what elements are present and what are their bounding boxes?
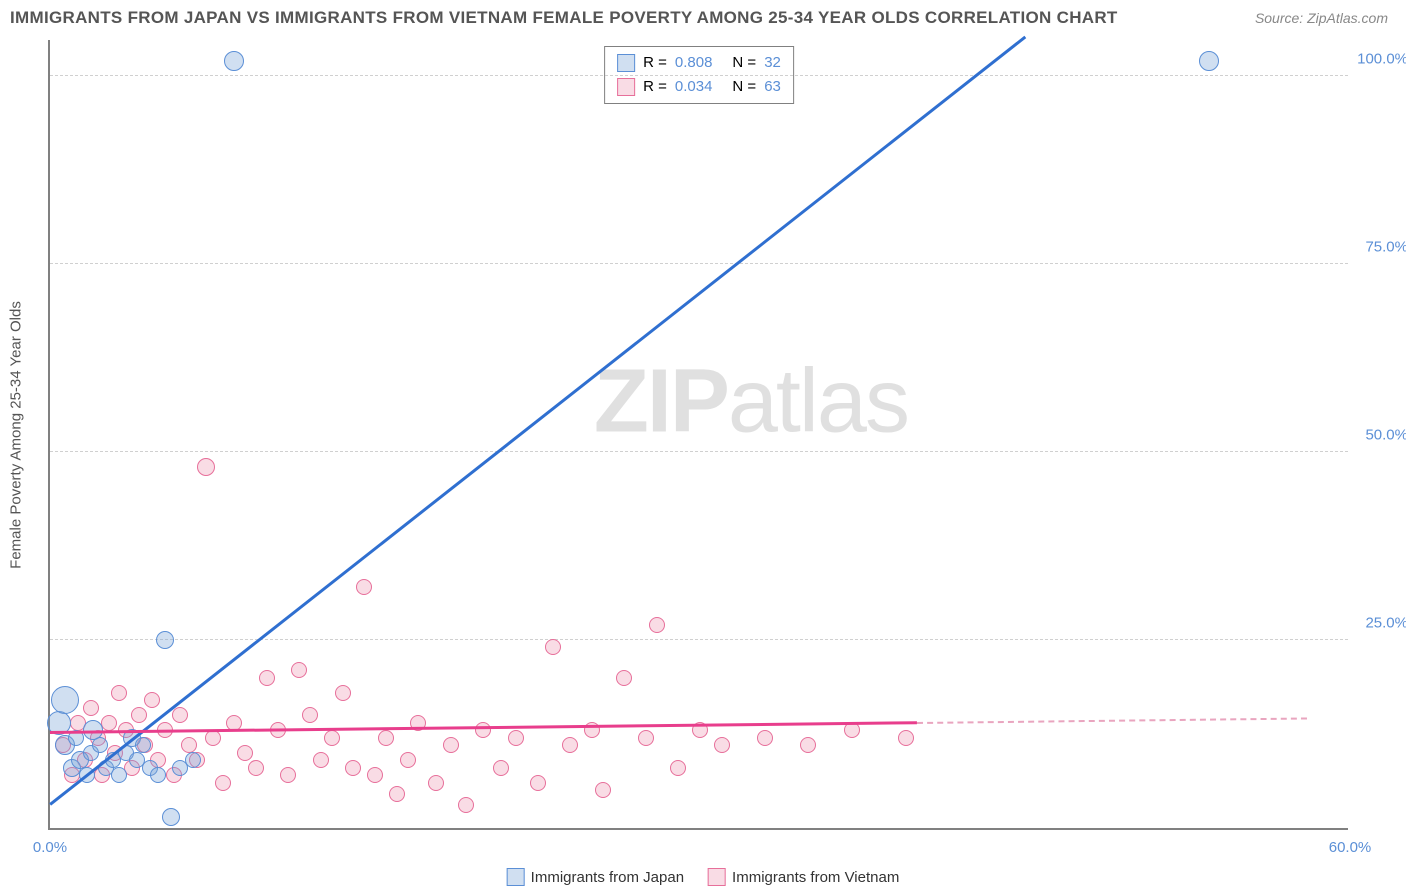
- n-label: N =: [732, 75, 756, 99]
- point-japan: [150, 767, 166, 783]
- y-tick-label: 25.0%: [1365, 614, 1406, 631]
- trend-line-japan: [49, 36, 1026, 805]
- y-tick-label: 50.0%: [1365, 426, 1406, 443]
- point-vietnam: [172, 707, 188, 723]
- point-vietnam: [475, 722, 491, 738]
- legend-item-vietnam: Immigrants from Vietnam: [708, 868, 899, 886]
- swatch-vietnam: [617, 78, 635, 96]
- point-vietnam: [389, 786, 405, 802]
- swatch-vietnam: [708, 868, 726, 886]
- point-vietnam: [197, 458, 215, 476]
- legend-row-vietnam: R = 0.034 N = 63: [617, 75, 781, 99]
- trend-line-vietnam-dash: [917, 718, 1307, 725]
- watermark-light: atlas: [728, 352, 908, 452]
- point-vietnam: [562, 737, 578, 753]
- y-tick-label: 75.0%: [1365, 238, 1406, 255]
- legend-row-japan: R = 0.808 N = 32: [617, 51, 781, 75]
- plot-area: ZIPatlas R = 0.808 N = 32 R = 0.034 N = …: [48, 40, 1348, 830]
- point-japan: [51, 686, 79, 714]
- point-vietnam: [638, 730, 654, 746]
- point-vietnam: [508, 730, 524, 746]
- point-vietnam: [356, 579, 372, 595]
- chart-title: IMMIGRANTS FROM JAPAN VS IMMIGRANTS FROM…: [10, 8, 1118, 28]
- source-label: Source: ZipAtlas.com: [1255, 10, 1388, 26]
- x-tick-label: 60.0%: [1329, 839, 1372, 856]
- point-vietnam: [367, 767, 383, 783]
- point-japan: [185, 752, 201, 768]
- watermark: ZIPatlas: [594, 351, 908, 454]
- n-value-japan: 32: [764, 51, 781, 75]
- point-vietnam: [324, 730, 340, 746]
- point-vietnam: [545, 639, 561, 655]
- point-japan: [92, 737, 108, 753]
- point-vietnam: [131, 707, 147, 723]
- point-japan: [1199, 51, 1219, 71]
- point-vietnam: [205, 730, 221, 746]
- point-vietnam: [378, 730, 394, 746]
- chart-area: Female Poverty Among 25-34 Year Olds ZIP…: [48, 40, 1348, 830]
- legend-label-vietnam: Immigrants from Vietnam: [732, 869, 899, 886]
- point-vietnam: [757, 730, 773, 746]
- y-axis-label: Female Poverty Among 25-34 Year Olds: [8, 301, 25, 569]
- point-vietnam: [280, 767, 296, 783]
- legend-item-japan: Immigrants from Japan: [507, 868, 684, 886]
- point-vietnam: [714, 737, 730, 753]
- point-vietnam: [111, 685, 127, 701]
- point-vietnam: [400, 752, 416, 768]
- point-vietnam: [443, 737, 459, 753]
- legend-label-japan: Immigrants from Japan: [531, 869, 684, 886]
- point-japan: [135, 737, 151, 753]
- gridline-h: [50, 639, 1348, 640]
- point-vietnam: [302, 707, 318, 723]
- point-japan: [224, 51, 244, 71]
- point-vietnam: [237, 745, 253, 761]
- point-vietnam: [616, 670, 632, 686]
- swatch-japan: [617, 54, 635, 72]
- point-japan: [162, 808, 180, 826]
- point-vietnam: [259, 670, 275, 686]
- point-vietnam: [313, 752, 329, 768]
- point-japan: [156, 631, 174, 649]
- point-vietnam: [800, 737, 816, 753]
- watermark-bold: ZIP: [594, 352, 728, 452]
- point-vietnam: [291, 662, 307, 678]
- point-vietnam: [345, 760, 361, 776]
- r-label: R =: [643, 51, 667, 75]
- swatch-japan: [507, 868, 525, 886]
- point-vietnam: [458, 797, 474, 813]
- r-value-vietnam: 0.034: [675, 75, 713, 99]
- gridline-h: [50, 75, 1348, 76]
- point-vietnam: [493, 760, 509, 776]
- r-label: R =: [643, 75, 667, 99]
- point-vietnam: [248, 760, 264, 776]
- x-tick-label: 0.0%: [33, 839, 67, 856]
- point-vietnam: [898, 730, 914, 746]
- y-tick-label: 100.0%: [1357, 50, 1406, 67]
- point-vietnam: [335, 685, 351, 701]
- n-value-vietnam: 63: [764, 75, 781, 99]
- point-vietnam: [844, 722, 860, 738]
- point-vietnam: [181, 737, 197, 753]
- r-value-japan: 0.808: [675, 51, 713, 75]
- point-japan: [111, 767, 127, 783]
- n-label: N =: [732, 51, 756, 75]
- point-vietnam: [428, 775, 444, 791]
- legend-bottom: Immigrants from Japan Immigrants from Vi…: [507, 868, 900, 886]
- point-vietnam: [530, 775, 546, 791]
- point-vietnam: [144, 692, 160, 708]
- point-vietnam: [595, 782, 611, 798]
- point-vietnam: [670, 760, 686, 776]
- point-vietnam: [649, 617, 665, 633]
- gridline-h: [50, 263, 1348, 264]
- point-vietnam: [83, 700, 99, 716]
- gridline-h: [50, 451, 1348, 452]
- point-vietnam: [215, 775, 231, 791]
